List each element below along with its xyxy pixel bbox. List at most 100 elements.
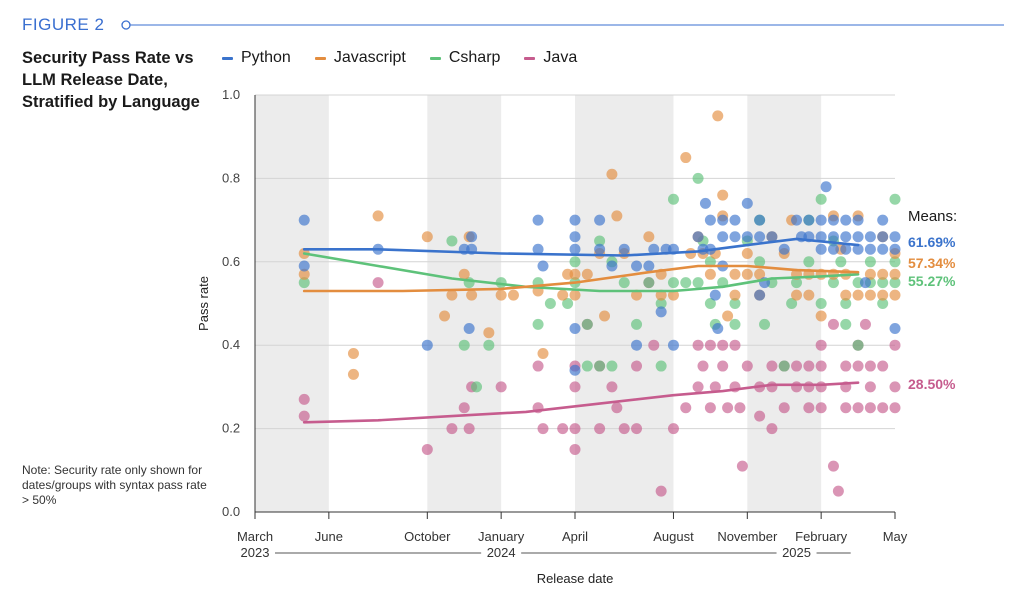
javascript-point <box>889 268 901 280</box>
javascript-point <box>877 289 889 301</box>
series-python-points <box>298 181 901 376</box>
python-point <box>594 243 606 255</box>
csharp-point <box>864 256 876 268</box>
python-point <box>569 231 581 243</box>
java-point <box>463 423 475 435</box>
python-point <box>643 260 655 272</box>
java-point <box>827 460 839 472</box>
python-point <box>594 214 606 226</box>
java-point <box>889 402 901 414</box>
csharp-point <box>704 256 716 268</box>
javascript-point <box>655 289 667 301</box>
java-point <box>704 339 716 351</box>
javascript-point <box>599 310 611 322</box>
javascript-point <box>791 289 803 301</box>
java-point <box>889 339 901 351</box>
java-point <box>778 402 790 414</box>
python-point <box>889 243 901 255</box>
python-point <box>840 231 852 243</box>
java-point <box>717 360 729 372</box>
csharp-point <box>791 277 803 289</box>
python-point <box>859 277 871 289</box>
python-point <box>655 306 667 318</box>
python-point <box>741 197 753 209</box>
javascript-trend-line <box>302 264 860 293</box>
java-point <box>458 402 470 414</box>
java-point <box>815 402 827 414</box>
java-point <box>766 381 778 393</box>
java-point <box>815 339 827 351</box>
csharp-point <box>471 381 483 393</box>
python-point <box>569 243 581 255</box>
csharp-point <box>483 339 495 351</box>
java-point <box>569 443 581 455</box>
python-point <box>766 231 778 243</box>
javascript-point <box>803 289 815 301</box>
legend-item-java: Java <box>524 49 577 67</box>
python-point <box>754 289 766 301</box>
python-point <box>569 364 581 376</box>
mean-value-python: 61.69% <box>908 234 956 250</box>
python-point <box>704 214 716 226</box>
x-tick-label: February <box>795 529 848 544</box>
java-point <box>803 381 815 393</box>
python-point <box>699 197 711 209</box>
python-point <box>421 339 433 351</box>
javascript-point <box>466 289 478 301</box>
csharp-point <box>803 256 815 268</box>
legend-label-python: Python <box>241 49 291 66</box>
python-point <box>463 323 475 335</box>
csharp-point <box>532 318 544 330</box>
csharp-point <box>631 318 643 330</box>
java-point <box>692 381 704 393</box>
python-point <box>298 260 310 272</box>
python-point <box>815 214 827 226</box>
legend-swatch-javascript <box>314 56 326 60</box>
chart-title: Security Pass Rate vs LLM Release Date, … <box>22 49 200 111</box>
python-point <box>537 260 549 272</box>
csharp-point <box>815 298 827 309</box>
csharp-point <box>889 277 901 289</box>
python-point <box>741 231 753 243</box>
python-point <box>852 214 864 226</box>
csharp-point <box>458 339 470 351</box>
legend: Python Javascript Csharp Java <box>222 49 577 67</box>
java-point <box>815 381 827 393</box>
javascript-point <box>889 289 901 301</box>
csharp-point <box>877 298 889 309</box>
java-point <box>557 423 569 435</box>
java-point <box>877 402 889 414</box>
csharp-point <box>759 318 771 330</box>
csharp-point <box>581 318 593 330</box>
figure-label: FIGURE 2 <box>22 15 105 34</box>
python-point <box>827 243 839 255</box>
javascript-point <box>372 210 384 222</box>
java-point <box>618 423 630 435</box>
python-point <box>889 323 901 335</box>
python-point <box>852 243 864 255</box>
java-point <box>446 423 458 435</box>
java-point <box>864 402 876 414</box>
csharp-point <box>643 277 655 289</box>
mean-value-java: 28.50% <box>908 376 956 392</box>
java-point <box>803 402 815 414</box>
figure-rule <box>121 20 1004 30</box>
x-tick-label: November <box>717 529 778 544</box>
javascript-point <box>741 247 753 259</box>
javascript-point <box>704 268 716 280</box>
legend-item-python: Python <box>222 49 291 67</box>
csharp-point <box>754 256 766 268</box>
csharp-point <box>778 360 790 372</box>
java-point <box>606 381 618 393</box>
python-point <box>778 243 790 255</box>
csharp-point <box>815 193 827 205</box>
javascript-point <box>643 231 655 243</box>
python-point <box>827 231 839 243</box>
java-point <box>372 277 384 289</box>
java-point <box>697 360 709 372</box>
javascript-point <box>852 289 864 301</box>
javascript-point <box>815 310 827 322</box>
year-label: 2024 <box>487 545 516 560</box>
python-point <box>754 214 766 226</box>
java-point <box>734 402 746 414</box>
